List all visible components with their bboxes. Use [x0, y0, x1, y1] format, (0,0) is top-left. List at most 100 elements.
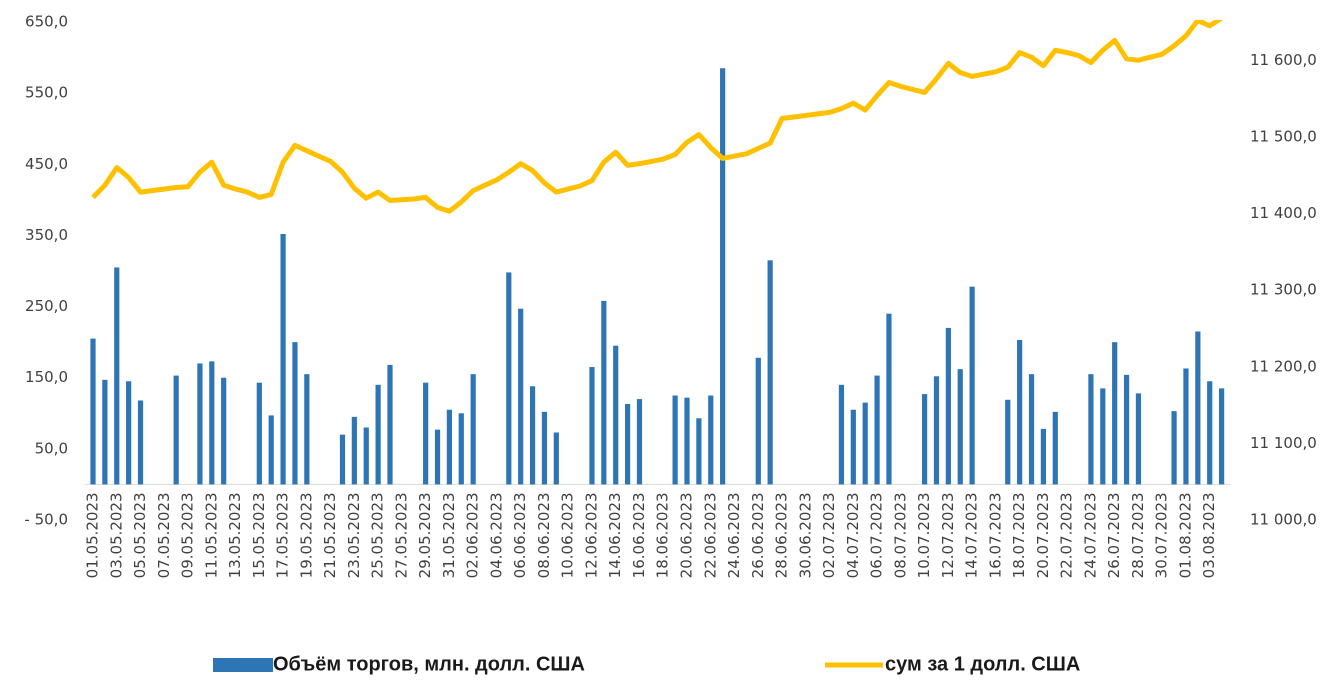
bar	[434, 429, 441, 485]
bar	[114, 267, 120, 485]
bar	[1005, 399, 1011, 485]
bar	[423, 382, 429, 485]
x-tick-label: 12.06.2023	[582, 492, 600, 578]
bar	[1195, 331, 1201, 485]
x-tick-label: 01.05.2023	[84, 492, 102, 578]
y2-tick-label: 11 300,0	[1250, 281, 1317, 299]
x-tick-label: 28.07.2023	[1129, 492, 1147, 578]
x-tick-label: 16.07.2023	[986, 492, 1004, 578]
line-group	[91, 20, 1223, 214]
bar	[387, 364, 393, 485]
y2-tick-label: 11 400,0	[1250, 204, 1317, 222]
x-tick-label: 29.05.2023	[416, 492, 434, 578]
x-tick-label: 23.05.2023	[345, 492, 363, 578]
bar	[339, 434, 346, 485]
bar	[351, 416, 357, 485]
x-tick-label: 11.05.2023	[202, 492, 220, 578]
x-tick-label: 03.08.2023	[1200, 492, 1218, 578]
x-tick-label: 17.05.2023	[274, 492, 292, 578]
x-tick-label: 05.05.2023	[131, 492, 149, 578]
bar	[90, 338, 96, 485]
bar	[1135, 393, 1142, 485]
x-tick-label: 02.07.2023	[820, 492, 838, 578]
bar	[886, 313, 892, 485]
x-tick-label: 16.06.2023	[630, 492, 648, 578]
bar	[933, 376, 940, 485]
bar	[922, 394, 928, 485]
y2-tick-label: 11 200,0	[1250, 357, 1317, 375]
x-tick-label: 09.05.2023	[179, 492, 197, 578]
x-tick-label: 14.06.2023	[606, 492, 624, 578]
y2-tick-label: 11 100,0	[1250, 434, 1317, 452]
bar	[1123, 374, 1130, 485]
x-tick-label: 12.07.2023	[939, 492, 957, 578]
y-tick-label: 250,0	[25, 297, 68, 315]
x-tick-label: 18.06.2023	[654, 492, 672, 578]
x-tick-label: 06.06.2023	[511, 492, 529, 578]
x-tick-label: 27.05.2023	[392, 492, 410, 578]
bar	[838, 384, 845, 485]
x-tick-label: 28.06.2023	[773, 492, 791, 578]
bar	[137, 400, 144, 485]
x-tick-label: 14.07.2023	[963, 492, 981, 578]
y2-tick-label: 11 500,0	[1250, 127, 1317, 145]
bar	[446, 409, 452, 485]
x-tick-label: 24.06.2023	[725, 492, 743, 578]
bar	[625, 404, 631, 485]
line	[91, 20, 1223, 214]
bar	[720, 68, 726, 485]
bar	[589, 367, 595, 485]
bar	[292, 342, 298, 485]
bar	[1028, 374, 1035, 485]
bar	[102, 379, 108, 485]
bar	[969, 286, 975, 485]
x-tick-label: 26.06.2023	[749, 492, 767, 578]
y-tick-label: 650,0	[25, 13, 68, 31]
x-tick-label: 22.07.2023	[1058, 492, 1076, 578]
bar	[862, 402, 868, 485]
bar	[1052, 411, 1058, 485]
x-tick-label: 31.05.2023	[440, 492, 458, 578]
x-tick-label: 22.06.2023	[701, 492, 719, 578]
x-tick-label: 30.07.2023	[1153, 492, 1171, 578]
x-tick-label: 24.07.2023	[1081, 492, 1099, 578]
bar	[375, 384, 381, 485]
bar	[209, 361, 215, 485]
bar	[268, 415, 274, 485]
x-tick-label: 07.05.2023	[155, 492, 173, 578]
x-tick-label: 20.06.2023	[678, 492, 696, 578]
x-tick-label: 21.05.2023	[321, 492, 339, 578]
bar	[684, 397, 690, 485]
legend-label: Объём торгов, млн. долл. США	[273, 653, 585, 675]
y-tick-label: - 50,0	[24, 511, 68, 529]
bar	[957, 369, 963, 485]
bar	[363, 427, 369, 485]
bar	[197, 363, 203, 485]
x-tick-label: 19.05.2023	[297, 492, 315, 578]
x-tick-label: 04.06.2023	[487, 492, 505, 578]
bar	[506, 272, 512, 485]
y-tick-label: 450,0	[25, 155, 68, 173]
bar	[470, 374, 476, 485]
bar	[541, 411, 548, 485]
bar	[1112, 342, 1118, 485]
x-tick-label: 01.08.2023	[1176, 492, 1194, 578]
bar	[767, 260, 773, 485]
bar	[755, 357, 761, 485]
bar	[1219, 388, 1225, 485]
bar	[529, 386, 536, 485]
bar	[1017, 340, 1023, 485]
legend-swatch	[213, 658, 273, 672]
bar	[613, 345, 619, 485]
x-tick-label: 03.05.2023	[107, 492, 125, 578]
y2-tick-label: 11 000,0	[1250, 511, 1317, 529]
x-tick-label: 02.06.2023	[464, 492, 482, 578]
legend-label: сум за 1 долл. США	[885, 653, 1080, 675]
x-tick-label: 06.07.2023	[868, 492, 886, 578]
bar	[1040, 428, 1046, 485]
x-tick-label: 10.06.2023	[559, 492, 577, 578]
bar	[1183, 368, 1189, 485]
x-tick-label: 04.07.2023	[844, 492, 862, 578]
bar	[256, 382, 262, 485]
